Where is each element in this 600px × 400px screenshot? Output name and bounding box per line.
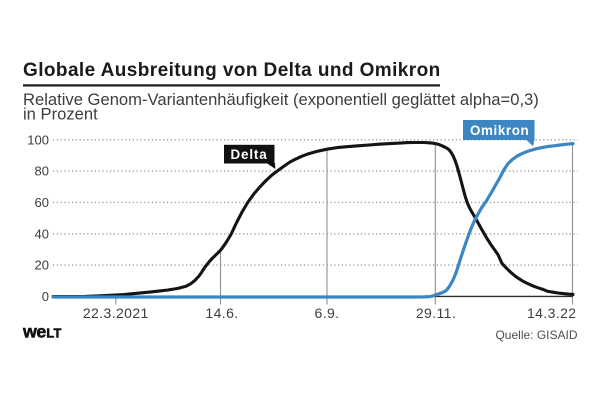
svg-text:14.3.22: 14.3.22 [527, 305, 577, 321]
svg-text:6.9.: 6.9. [315, 305, 340, 321]
svg-text:Delta: Delta [231, 147, 268, 162]
svg-text:Globale Ausbreitung von Delta: Globale Ausbreitung von Delta und Omikro… [23, 60, 441, 81]
svg-text:100: 100 [27, 132, 49, 147]
svg-text:0: 0 [42, 289, 49, 304]
svg-text:29.11.: 29.11. [416, 305, 456, 321]
svg-text:14.6.: 14.6. [205, 305, 238, 321]
svg-text:80: 80 [35, 164, 49, 179]
svg-text:40: 40 [35, 226, 49, 241]
svg-text:Quelle: GISAID: Quelle: GISAID [495, 328, 577, 342]
svg-text:Relative Genom-Variantenhäufig: Relative Genom-Variantenhäufigkeit (expo… [23, 90, 539, 109]
svg-text:22.3.2021: 22.3.2021 [83, 305, 149, 321]
svg-text:60: 60 [35, 195, 49, 210]
svg-text:20: 20 [35, 258, 49, 273]
svg-text:in Prozent: in Prozent [23, 105, 98, 124]
svg-text:Omikron: Omikron [470, 123, 529, 138]
svg-text:weLT: weLT [22, 322, 62, 342]
